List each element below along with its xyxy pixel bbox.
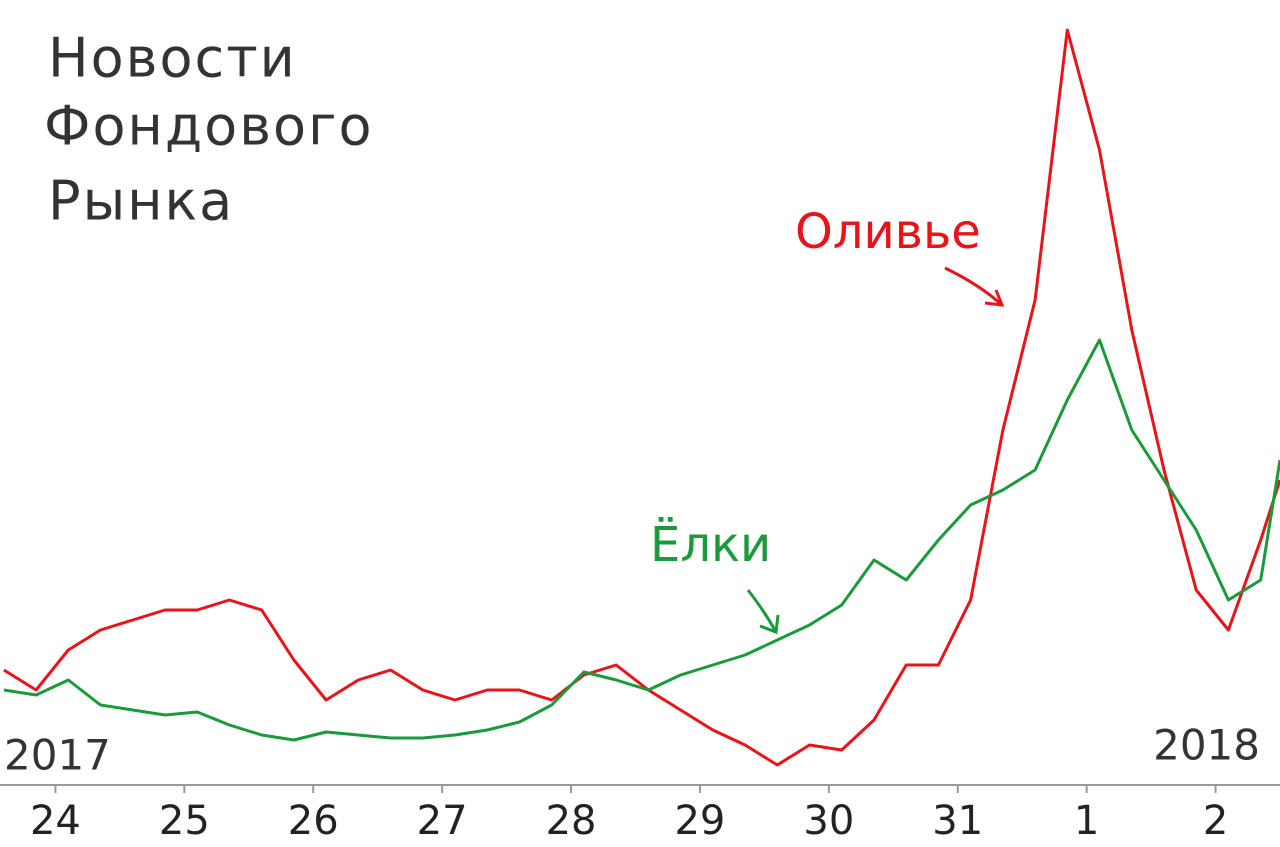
x-tick-label: 25 [159,798,210,844]
series-label: Ёлки [650,517,771,573]
x-tick-label: 1 [1074,798,1099,844]
arrows [746,266,1005,635]
arrow [944,266,1005,307]
title-line: Рынка [48,170,234,233]
title-line: Новости [48,27,297,90]
x-tick-label: 27 [417,798,468,844]
arrow [746,589,780,635]
x-tick-label: 26 [288,798,339,844]
x-tick-label: 31 [932,798,983,844]
start-year-label: 2017 [4,731,111,780]
x-tick-label: 2 [1203,798,1228,844]
x-tick-label: 30 [803,798,854,844]
series-label: Оливье [795,204,981,260]
x-tick-label: 24 [30,798,81,844]
title-line: Фондового [44,95,373,158]
x-tick-label: 29 [674,798,725,844]
x-tick-label: 28 [546,798,597,844]
series-line [3,338,1280,742]
end-year-label: 2018 [1153,721,1260,770]
